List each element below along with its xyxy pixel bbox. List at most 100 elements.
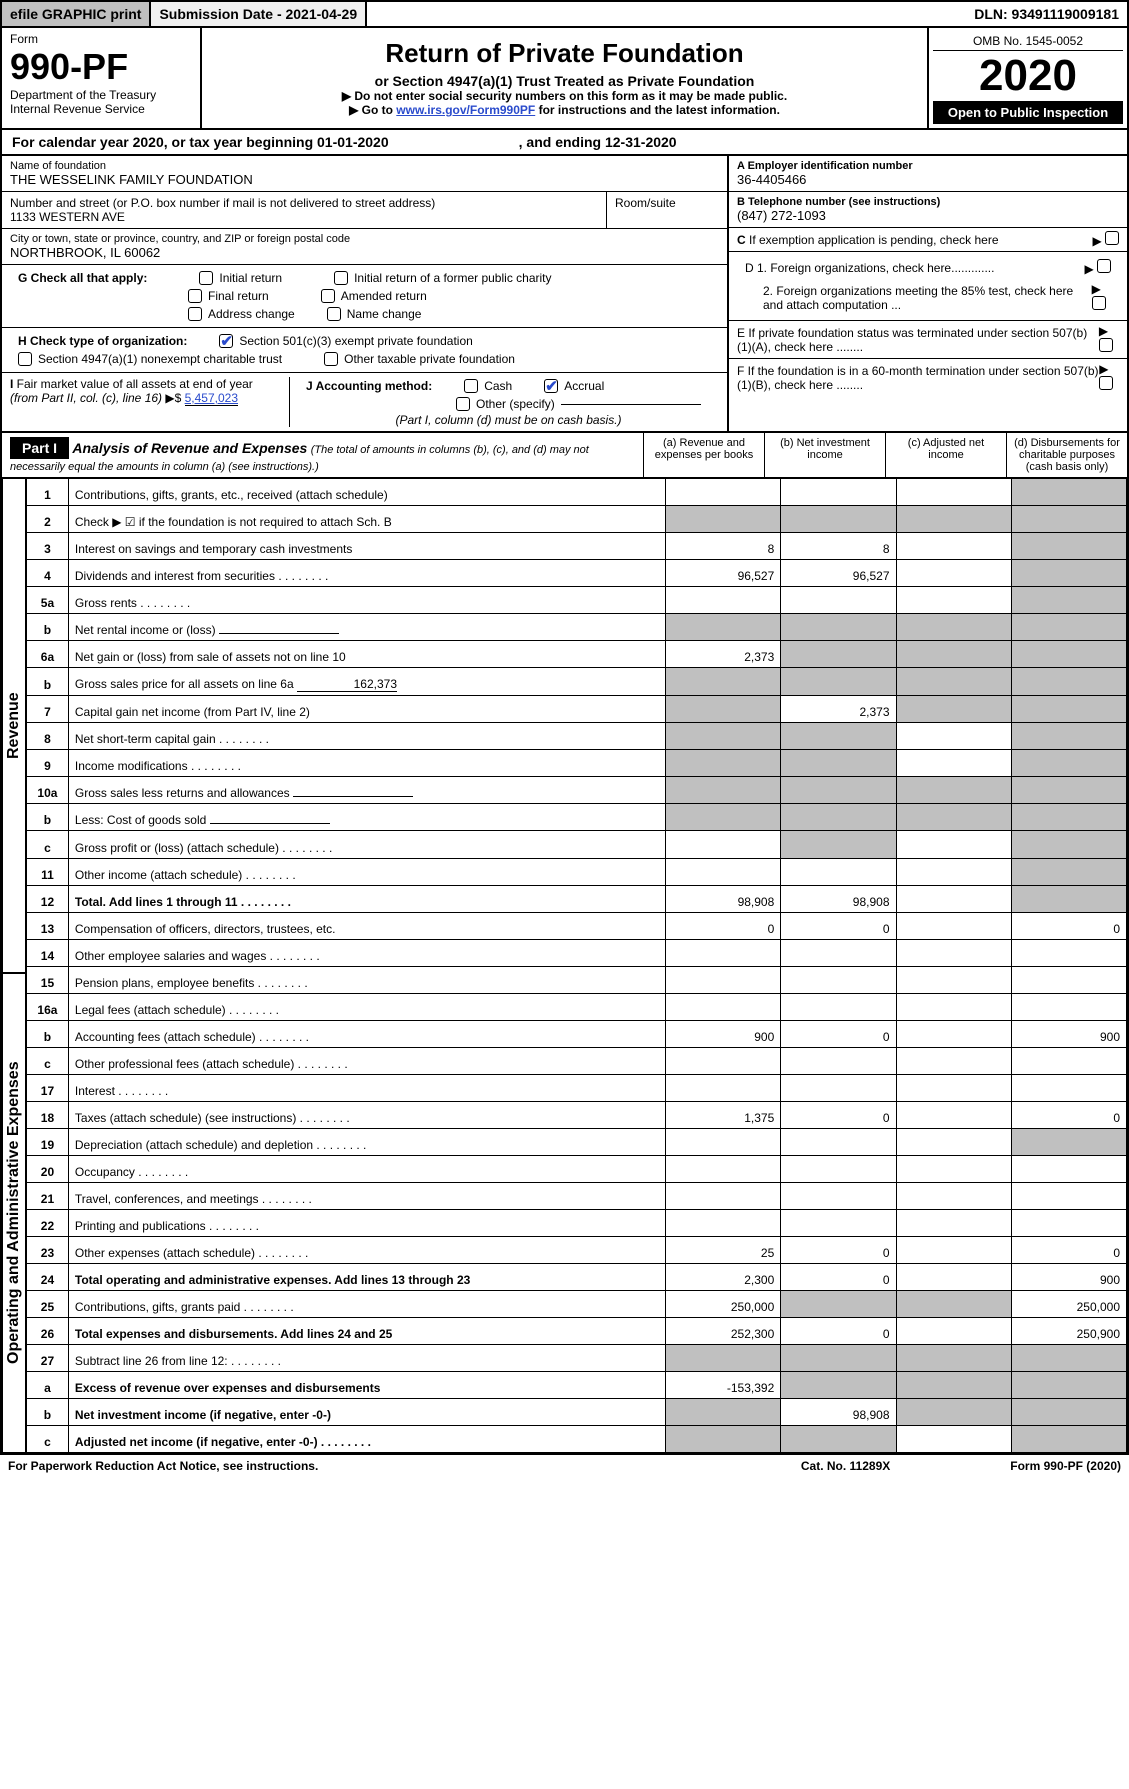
efile-label: efile GRAPHIC print	[2, 2, 149, 26]
amount-cell-a	[666, 479, 781, 506]
amount-cell-c	[896, 885, 1011, 912]
amount-cell-a: 98,908	[666, 885, 781, 912]
amount-cell-a	[666, 966, 781, 993]
cb-cash[interactable]	[464, 379, 478, 393]
cb-accrual[interactable]	[544, 379, 558, 393]
tax-year: 2020	[933, 51, 1123, 101]
cb-name-change[interactable]	[327, 307, 341, 321]
amount-cell-a: 25	[666, 1236, 781, 1263]
amount-cell	[781, 614, 896, 641]
table-row: bGross sales price for all assets on lin…	[27, 668, 1127, 696]
g-label: G Check all that apply:	[18, 271, 147, 285]
other-specify-line	[561, 404, 701, 405]
line-description: Gross profit or (loss) (attach schedule)	[68, 831, 665, 858]
cb-4947a1[interactable]	[18, 352, 32, 366]
table-row: 21Travel, conferences, and meetings	[27, 1182, 1127, 1209]
p1-header-left: Part I Analysis of Revenue and Expenses …	[2, 433, 644, 477]
line-number: c	[27, 831, 69, 858]
line-description: Gross sales less returns and allowances	[68, 777, 665, 804]
table-row: 1Contributions, gifts, grants, etc., rec…	[27, 479, 1127, 506]
line-number: 6a	[27, 641, 69, 668]
line-number: b	[27, 614, 69, 641]
amount-cell-c	[896, 641, 1011, 668]
amount-cell-c	[896, 1425, 1011, 1452]
amount-cell-c	[896, 1155, 1011, 1182]
amount-cell-d	[1011, 1182, 1126, 1209]
line-description: Adjusted net income (if negative, enter …	[68, 1425, 665, 1452]
j-label: J Accounting method:	[306, 379, 432, 393]
amount-cell-a	[666, 1155, 781, 1182]
amount-cell	[666, 506, 781, 533]
amount-cell-b	[781, 1182, 896, 1209]
amount-cell-a: 1,375	[666, 1101, 781, 1128]
amount-cell-a	[666, 939, 781, 966]
amount-cell-d	[1011, 966, 1126, 993]
amount-cell	[1011, 506, 1126, 533]
amount-cell-c	[896, 831, 1011, 858]
cb-501c3[interactable]	[219, 334, 233, 348]
table-row: bLess: Cost of goods sold	[27, 804, 1127, 831]
cb-address-change[interactable]	[188, 307, 202, 321]
line-description: Legal fees (attach schedule)	[68, 993, 665, 1020]
amount-cell-d	[1011, 1128, 1126, 1155]
irs-link[interactable]: www.irs.gov/Form990PF	[396, 103, 535, 117]
table-row: 15Pension plans, employee benefits	[27, 966, 1127, 993]
col-a-hdr: (a) Revenue and expenses per books	[644, 433, 765, 477]
form-title: Return of Private Foundation	[212, 38, 917, 69]
line-description: Contributions, gifts, grants paid	[68, 1290, 665, 1317]
footer-left: For Paperwork Reduction Act Notice, see …	[8, 1459, 318, 1473]
line-description: Occupancy	[68, 1155, 665, 1182]
amount-cell-b	[781, 1425, 896, 1452]
cb-other-method[interactable]	[456, 397, 470, 411]
cb-c[interactable]	[1105, 231, 1119, 245]
amount-cell-c	[896, 966, 1011, 993]
amount-cell-c	[896, 993, 1011, 1020]
line-description: Pension plans, employee benefits	[68, 966, 665, 993]
amount-cell-a: -153,392	[666, 1371, 781, 1398]
cb-d2[interactable]	[1092, 296, 1106, 310]
amount-cell-b	[781, 1209, 896, 1236]
col-c-hdr: (c) Adjusted net income	[886, 433, 1007, 477]
amount-cell-d	[1011, 1155, 1126, 1182]
cb-e[interactable]	[1099, 338, 1113, 352]
line-description: Total. Add lines 1 through 11	[68, 885, 665, 912]
line-description: Total expenses and disbursements. Add li…	[68, 1317, 665, 1344]
amount-cell-c	[896, 1317, 1011, 1344]
amount-cell-a: 2,373	[666, 641, 781, 668]
amount-cell-a	[666, 831, 781, 858]
line-description: Travel, conferences, and meetings	[68, 1182, 665, 1209]
cb-amended[interactable]	[321, 289, 335, 303]
line-number: 16a	[27, 993, 69, 1020]
amount-cell-c	[896, 1290, 1011, 1317]
line-description: Other income (attach schedule)	[68, 858, 665, 885]
line-description: Gross rents	[68, 587, 665, 614]
d1-label: D 1. Foreign organizations, check here..…	[745, 261, 994, 275]
revenue-vlabel: Revenue	[2, 478, 26, 973]
cb-f[interactable]	[1099, 376, 1113, 390]
cb-initial-return[interactable]	[199, 271, 213, 285]
amount-cell-a: 250,000	[666, 1290, 781, 1317]
amount-cell-d	[1011, 1074, 1126, 1101]
line-number: b	[27, 668, 69, 696]
amount-cell-a: 8	[666, 533, 781, 560]
cb-d1[interactable]	[1097, 259, 1111, 273]
amount-cell	[781, 777, 896, 804]
table-row: 8Net short-term capital gain	[27, 723, 1127, 750]
amount-cell-c	[896, 723, 1011, 750]
amount-cell-b: 8	[781, 533, 896, 560]
line-description: Other professional fees (attach schedule…	[68, 1047, 665, 1074]
i-value[interactable]: 5,457,023	[185, 391, 238, 406]
cb-other-taxable[interactable]	[324, 352, 338, 366]
amount-cell-d: 900	[1011, 1263, 1126, 1290]
dept-treasury: Department of the Treasury	[10, 88, 192, 102]
amount-cell-d	[1011, 587, 1126, 614]
line-description: Income modifications	[68, 750, 665, 777]
footer-mid: Cat. No. 11289X	[801, 1459, 890, 1473]
cb-final-return[interactable]	[188, 289, 202, 303]
cb-initial-former[interactable]	[334, 271, 348, 285]
table-row: 9Income modifications	[27, 750, 1127, 777]
amount-cell-a: 900	[666, 1020, 781, 1047]
amount-cell-b: 98,908	[781, 1398, 896, 1425]
info-left: Name of foundation THE WESSELINK FAMILY …	[2, 156, 727, 431]
dln: DLN: 93491119009181	[966, 2, 1127, 26]
